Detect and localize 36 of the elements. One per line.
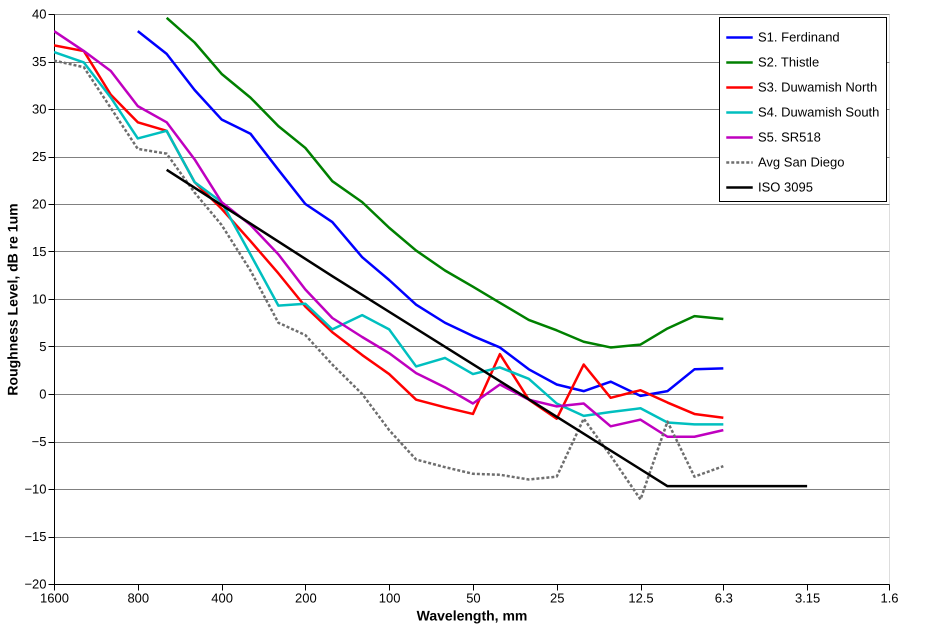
y-tick-label: 40 — [32, 6, 46, 22]
y-tick-label: 25 — [32, 149, 46, 164]
x-tick-label: 800 — [127, 590, 150, 606]
line-series — [136, 30, 725, 398]
x-tick-label: 200 — [295, 590, 317, 606]
y-tick-label: 10 — [32, 292, 46, 306]
line-series — [54, 59, 725, 501]
x-axis-title: Wavelength, mm — [416, 608, 528, 624]
legend-label: S1. Ferdinand — [758, 30, 840, 44]
legend-label: Avg San Diego — [758, 154, 844, 170]
legend-label: S4. Duwamish South — [758, 104, 880, 120]
y-tick-label: 35 — [32, 54, 46, 69]
y-tick-label: −15 — [24, 529, 46, 544]
legend-label: ISO 3095 — [758, 180, 813, 194]
x-tick-label: 12.5 — [628, 590, 654, 606]
y-tick-label: 30 — [32, 102, 46, 116]
x-tick-label: 6.3 — [714, 590, 733, 606]
x-tick-label: 50 — [466, 590, 481, 606]
y-tick-label: 0 — [39, 386, 46, 402]
x-tick-label: 1600 — [40, 590, 69, 606]
y-tick-label: −5 — [32, 434, 46, 449]
x-tick-label: 400 — [211, 590, 233, 606]
y-tick-label: −10 — [24, 482, 46, 496]
x-tick-label: 3.15 — [794, 590, 820, 606]
y-tick-label: 20 — [32, 196, 46, 212]
y-tick-label: −20 — [24, 576, 46, 592]
x-tick-label: 1.6 — [880, 590, 899, 606]
legend-label: S5. SR518 — [758, 130, 821, 144]
x-tick-label: 25 — [550, 590, 564, 606]
y-tick-label: 15 — [32, 244, 46, 259]
y-axis-title: Roughness Level, dB re 1um — [4, 203, 20, 396]
legend-label: S3. Duwamish North — [758, 80, 878, 94]
y-tick-label: 5 — [39, 339, 46, 354]
legend-label: S2. Thistle — [758, 54, 820, 70]
line-series — [165, 16, 725, 349]
x-tick-label: 100 — [378, 590, 400, 606]
